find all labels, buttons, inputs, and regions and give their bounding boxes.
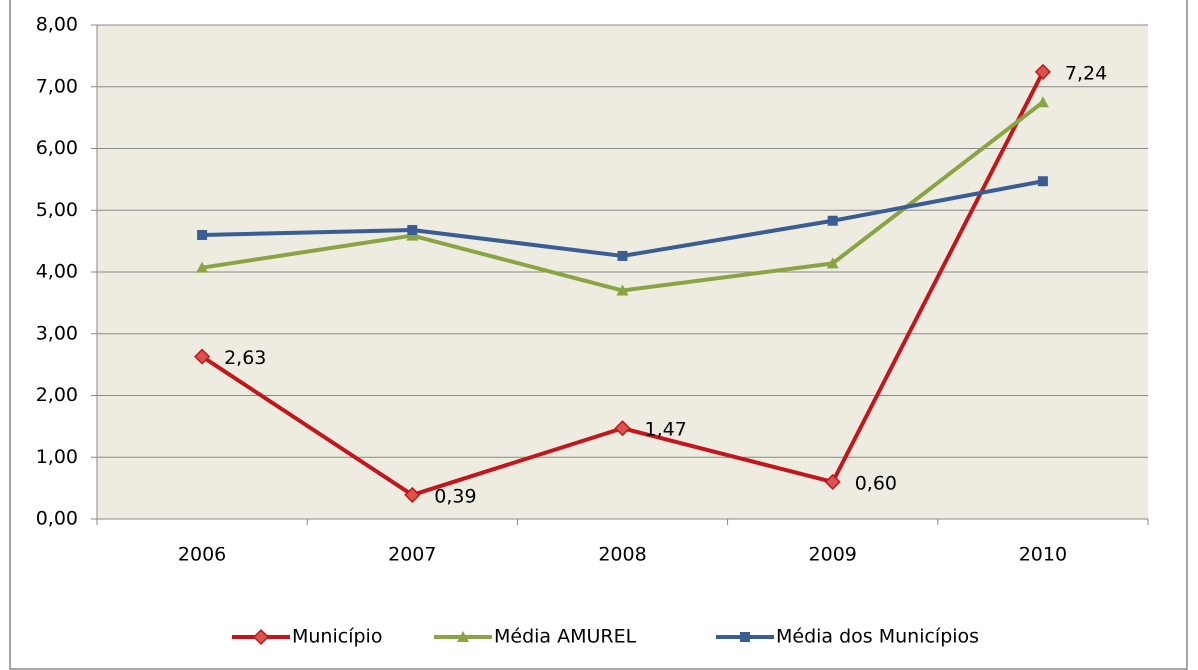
data-point xyxy=(824,473,841,491)
data-label: 0,60 xyxy=(855,472,897,494)
data-point xyxy=(196,261,209,273)
data-point xyxy=(404,486,421,503)
data-point xyxy=(616,284,629,296)
legend-label: Município xyxy=(292,626,382,648)
data-label: 1,47 xyxy=(645,419,687,441)
x-tick-label: 2008 xyxy=(598,544,646,566)
y-tick-label: 4,00 xyxy=(36,261,78,283)
y-tick-label: 8,00 xyxy=(36,14,78,36)
data-point xyxy=(406,229,419,241)
y-tick-label: 6,00 xyxy=(36,137,78,159)
data-label: 0,39 xyxy=(434,485,476,507)
data-point xyxy=(827,215,838,226)
data-point xyxy=(1037,176,1048,187)
legend-marker xyxy=(457,631,469,642)
data-point xyxy=(194,348,211,365)
data-label: 7,24 xyxy=(1065,62,1107,84)
data-point xyxy=(617,250,628,261)
x-tick-label: 2010 xyxy=(1019,544,1067,566)
legend-marker xyxy=(740,632,750,642)
y-tick-label: 3,00 xyxy=(36,322,78,344)
data-point xyxy=(614,420,631,437)
y-tick-label: 0,00 xyxy=(36,508,78,530)
data-point xyxy=(1034,63,1051,80)
data-point xyxy=(197,229,208,240)
y-tick-label: 1,00 xyxy=(36,446,78,468)
data-point xyxy=(407,225,418,236)
data-label: 2,63 xyxy=(224,347,266,369)
y-tick-label: 7,00 xyxy=(36,75,78,97)
legend-label: Média AMUREL xyxy=(494,626,637,648)
y-tick-label: 5,00 xyxy=(36,199,78,221)
data-point xyxy=(1036,96,1049,108)
legend-label: Média dos Municípios xyxy=(776,626,979,648)
data-point xyxy=(826,257,839,269)
x-tick-label: 2006 xyxy=(178,544,226,566)
x-tick-label: 2007 xyxy=(388,544,436,566)
x-tick-label: 2009 xyxy=(809,544,857,566)
y-tick-label: 2,00 xyxy=(36,384,78,406)
legend-marker xyxy=(252,628,270,646)
